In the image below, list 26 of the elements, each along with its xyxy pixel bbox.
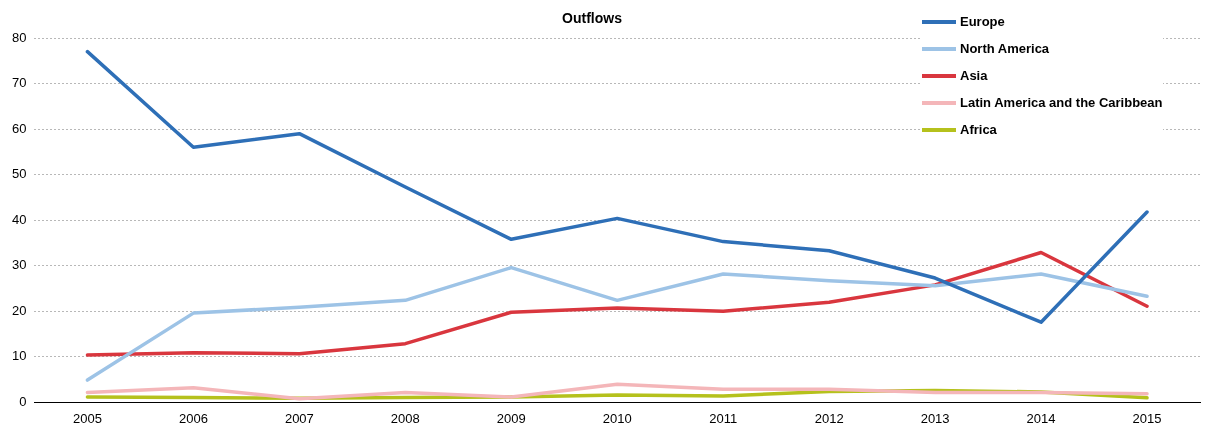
x-tick-label: 2009 bbox=[496, 410, 526, 426]
x-tick-label: 2010 bbox=[602, 410, 632, 426]
legend-label: North America bbox=[960, 41, 1050, 56]
legend-label: Asia bbox=[960, 68, 988, 83]
x-tick-label: 2007 bbox=[284, 410, 314, 426]
x-tick-label: 2013 bbox=[920, 410, 950, 426]
x-tick-label: 2012 bbox=[814, 410, 844, 426]
x-tick-label: 2008 bbox=[390, 410, 420, 426]
y-tick-label: 80 bbox=[11, 29, 27, 45]
chart-title: Outflows bbox=[562, 10, 622, 26]
x-tick-label: 2015 bbox=[1132, 410, 1162, 426]
y-tick-label: 50 bbox=[11, 166, 27, 182]
x-tick-label: 2014 bbox=[1026, 410, 1056, 426]
y-tick-label: 60 bbox=[11, 120, 27, 136]
y-tick-label: 70 bbox=[11, 75, 27, 91]
y-tick-label: 10 bbox=[11, 348, 27, 364]
x-tick-label: 2006 bbox=[178, 410, 208, 426]
x-tick-label: 2005 bbox=[72, 410, 102, 426]
y-tick-label: 30 bbox=[11, 257, 27, 273]
y-tick-label: 20 bbox=[11, 302, 27, 318]
x-tick-label: 2011 bbox=[709, 410, 738, 426]
y-tick-label: 40 bbox=[11, 211, 27, 227]
y-tick-label: 0 bbox=[19, 393, 27, 409]
legend-label: Africa bbox=[960, 122, 997, 137]
legend-label: Latin America and the Caribbean bbox=[960, 95, 1163, 110]
legend-label: Europe bbox=[960, 14, 1005, 29]
